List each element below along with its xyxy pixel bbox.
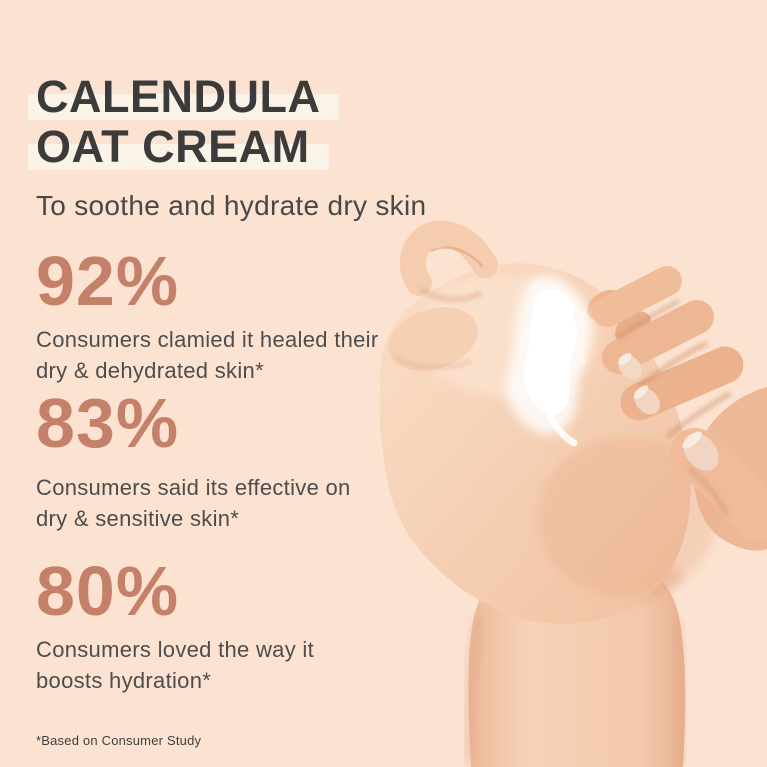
- product-title: CALENDULA OAT CREAM: [27, 71, 341, 172]
- footnote: *Based on Consumer Study: [36, 733, 202, 748]
- hands-cream-photo: [379, 220, 767, 767]
- stat-description-line1: Consumers said its effective on: [36, 475, 351, 500]
- stat-description-line2: boosts hydration*: [36, 668, 212, 693]
- stat-description-line1: Consumers clamied it healed their: [36, 327, 379, 352]
- stat-value: 83%: [36, 384, 180, 462]
- stat-value: 80%: [36, 552, 180, 630]
- product-title-line2: OAT CREAM: [28, 121, 329, 172]
- product-subtitle: To soothe and hydrate dry skin: [36, 190, 427, 221]
- stat-description-line1: Consumers loved the way it: [36, 637, 315, 662]
- stat-block-83: 83% Consumers said its effective on dry …: [36, 388, 351, 534]
- stat-description: Consumers clamied it healed their dry & …: [36, 324, 379, 386]
- stat-description: Consumers said its effective on dry & se…: [36, 472, 351, 534]
- stat-description-line2: dry & dehydrated skin*: [36, 358, 264, 383]
- stat-description: Consumers loved the way it boosts hydrat…: [36, 634, 314, 696]
- product-title-line1: CALENDULA: [27, 71, 341, 122]
- stat-block-80: 80% Consumers loved the way it boosts hy…: [36, 556, 314, 696]
- stat-value: 92%: [36, 242, 180, 320]
- stat-description-line2: dry & sensitive skin*: [36, 506, 240, 531]
- stat-block-92: 92% Consumers clamied it healed their dr…: [36, 246, 379, 386]
